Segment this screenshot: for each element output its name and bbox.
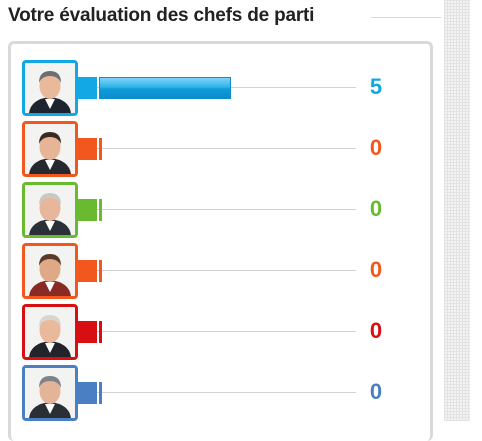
rating-bar-start (78, 199, 97, 221)
leader-row: 0 (0, 182, 482, 238)
rating-bar (99, 260, 102, 282)
rating-value: 0 (369, 318, 383, 343)
leader-row: 0 (0, 243, 482, 299)
rating-bar-start (78, 382, 97, 404)
rating-bar-start (78, 260, 97, 282)
leader-row: 5 (0, 60, 482, 116)
leader-portrait-icon[interactable] (22, 304, 78, 360)
rating-bar (99, 77, 231, 99)
rating-baseline (78, 148, 356, 149)
leader-row: 0 (0, 365, 482, 421)
rating-bar (99, 199, 102, 221)
rating-baseline (78, 209, 356, 210)
widget-title: Votre évaluation des chefs de parti (8, 5, 315, 26)
leader-portrait-icon[interactable] (22, 243, 78, 299)
leader-row: 0 (0, 304, 482, 360)
rating-value: 0 (369, 196, 383, 221)
rating-value: 5 (369, 74, 383, 99)
rating-bar (99, 138, 102, 160)
rating-bar-start (78, 138, 97, 160)
rating-value: 0 (369, 257, 383, 282)
leader-portrait-icon[interactable] (22, 60, 78, 116)
title-divider (371, 17, 441, 18)
rating-value: 0 (369, 379, 383, 404)
rating-baseline (78, 392, 356, 393)
rating-value: 0 (369, 135, 383, 160)
ratings-panel (8, 41, 433, 441)
page-side-pattern (444, 0, 470, 421)
leader-portrait-icon[interactable] (22, 182, 78, 238)
rating-baseline (78, 331, 356, 332)
rating-bar-start (78, 321, 97, 343)
rating-baseline (78, 270, 356, 271)
rating-bar-start (78, 77, 97, 99)
leader-portrait-icon[interactable] (22, 365, 78, 421)
leader-row: 0 (0, 121, 482, 177)
leader-portrait-icon[interactable] (22, 121, 78, 177)
rating-bar (99, 321, 102, 343)
rating-bar (99, 382, 102, 404)
